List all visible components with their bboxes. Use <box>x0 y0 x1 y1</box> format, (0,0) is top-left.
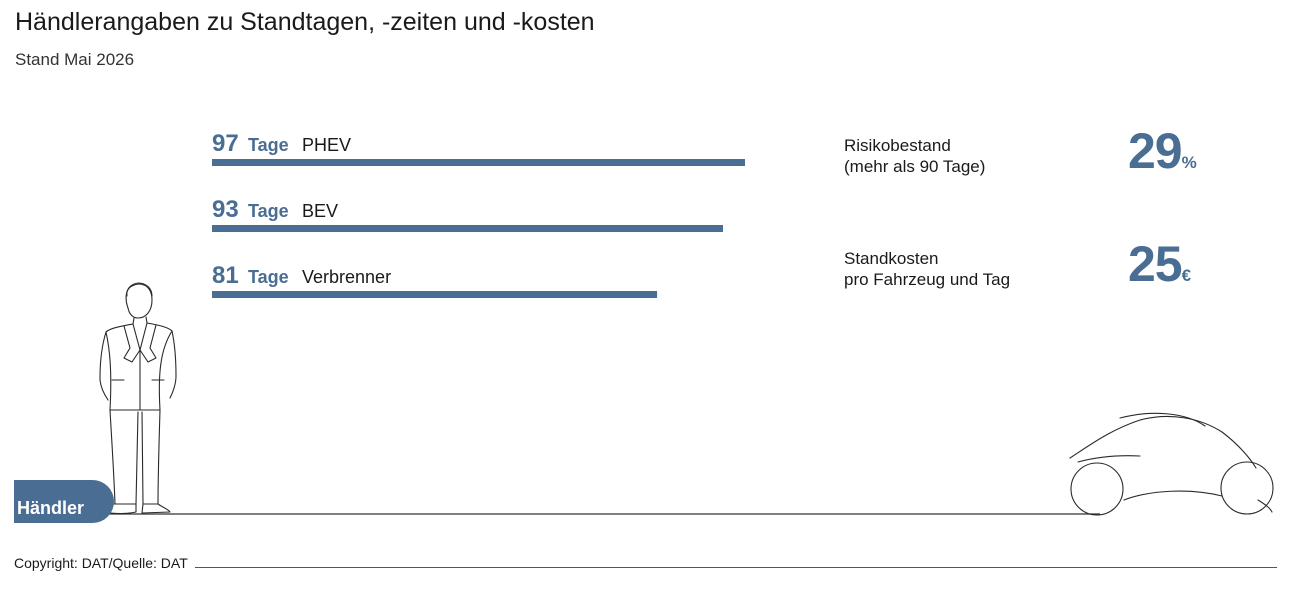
haendler-badge: Händler <box>14 480 114 523</box>
stat-risk-label: Risikobestand (mehr als 90 Tage) <box>844 135 985 177</box>
stat-cost-unit: € <box>1181 266 1192 285</box>
bar-phev <box>212 159 745 166</box>
bar-label-verbrenner: Verbrenner <box>302 267 391 287</box>
bars-layer: 97 Tage PHEV 93 Tage BEV 81 Tage Verbrenner <box>212 130 745 298</box>
stat-risk-label-line1: Risikobestand <box>844 136 951 155</box>
bar-value-bev: 93 <box>212 196 239 223</box>
stat-cost-number: 25 <box>1128 236 1183 292</box>
stat-risk-value: 29% <box>1128 122 1197 180</box>
stat-risk-unit: % <box>1181 153 1197 172</box>
stat-cost-label-line1: Standkosten <box>844 249 939 268</box>
bar-unit-verbrenner: Tage <box>248 267 289 287</box>
chart-title: Händlerangaben zu Standtagen, -zeiten un… <box>15 8 595 36</box>
stat-cost-value: 25€ <box>1128 235 1191 293</box>
stat-cost-label-line2: pro Fahrzeug und Tag <box>844 270 1011 289</box>
bar-value-phev: 97 <box>212 130 239 157</box>
person-illustration <box>99 282 177 515</box>
car-illustration <box>1069 412 1274 516</box>
haendler-badge-label: Händler <box>17 498 85 518</box>
chart-subtitle: Stand Mai 2026 <box>15 50 135 69</box>
bar-verbrenner <box>212 291 658 298</box>
copyright-note: Copyright: DAT/Quelle: DAT <box>14 555 188 571</box>
stat-risk-number: 29 <box>1128 123 1183 179</box>
bar-unit-bev: Tage <box>248 201 289 221</box>
stat-risk-label-line2: (mehr als 90 Tage) <box>844 157 986 176</box>
bar-label-phev: PHEV <box>302 135 351 155</box>
bar-bev <box>212 225 724 232</box>
stat-cost-label: Standkosten pro Fahrzeug und Tag <box>844 248 1010 290</box>
footer-divider <box>195 567 1277 568</box>
bar-label-bev: BEV <box>302 201 338 221</box>
bar-unit-phev: Tage <box>248 135 289 155</box>
bar-value-verbrenner: 81 <box>212 262 239 289</box>
